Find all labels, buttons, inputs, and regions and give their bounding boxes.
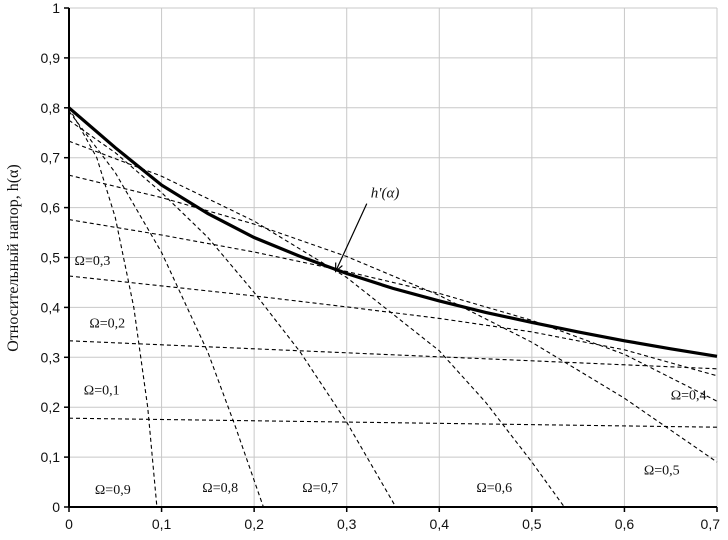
series-label: Ω=0,4	[671, 389, 707, 404]
series-line	[68, 110, 264, 508]
envelope-label: h'(α)	[371, 186, 400, 202]
x-tick-label: 0,3	[337, 516, 357, 532]
y-tick-label: 0,2	[41, 399, 61, 415]
series-line	[68, 219, 718, 402]
envelope-arrow	[335, 203, 368, 272]
series-label: Ω=0,5	[644, 464, 680, 479]
y-tick-label: 0,4	[41, 299, 61, 315]
axes	[64, 7, 718, 512]
series-line	[68, 174, 718, 463]
x-tick-label: 0,7	[701, 516, 721, 532]
y-tick-label: 1	[52, 0, 60, 16]
x-tick-label: 0	[65, 516, 73, 532]
x-tick-label: 0,5	[522, 516, 542, 532]
series-label: Ω=0,2	[89, 316, 125, 331]
series-label: Ω=0,3	[75, 254, 111, 269]
series-label: Ω=0,7	[302, 481, 338, 496]
series-label: Ω=0,1	[84, 384, 120, 399]
x-tick-label: 0,4	[430, 516, 450, 532]
y-tick-label: 0,9	[41, 50, 61, 66]
series-label: Ω=0,8	[202, 481, 238, 496]
x-tick-label: 0,2	[244, 516, 264, 532]
series-label: Ω=0,6	[476, 481, 512, 496]
series-line	[68, 140, 565, 508]
series-line	[68, 417, 718, 428]
y-tick-label: 0,6	[41, 200, 61, 216]
y-axis-label: Относительный напор, h(α)	[5, 164, 22, 351]
y-tick-label: 0	[52, 499, 60, 515]
envelope-arrow-head	[334, 262, 343, 273]
y-tick-labels: 0 0,1 0,2 0,3 0,4 0,5 0,6 0,7 0,8 0,9 1	[41, 0, 61, 515]
y-tick-label: 0,3	[41, 349, 61, 365]
x-tick-labels: 0 0,1 0,2 0,3 0,4 0,5 0,6 0,7	[65, 516, 720, 532]
y-tick-label: 0,7	[41, 150, 61, 166]
series-lines	[68, 107, 718, 508]
x-tick-label: 0,1	[152, 516, 172, 532]
series-line	[68, 119, 397, 508]
envelope-curve-group	[67, 106, 718, 358]
grid	[68, 7, 718, 508]
x-tick-label: 0,6	[615, 516, 635, 532]
y-tick-label: 0,8	[41, 100, 61, 116]
series-labels: Ω=0,1 Ω=0,2 Ω=0,3 Ω=0,4 Ω=0,5 Ω=0,6 Ω=0,7 Ω=0,8…	[75, 254, 707, 498]
series-label: Ω=0,9	[95, 483, 131, 498]
envelope-curve	[67, 106, 718, 358]
y-tick-label: 0,1	[41, 449, 61, 465]
series-line	[68, 340, 718, 370]
envelope-label-group: h'(α)	[334, 186, 400, 273]
y-tick-label: 0,5	[41, 250, 61, 266]
series-line	[68, 275, 718, 377]
